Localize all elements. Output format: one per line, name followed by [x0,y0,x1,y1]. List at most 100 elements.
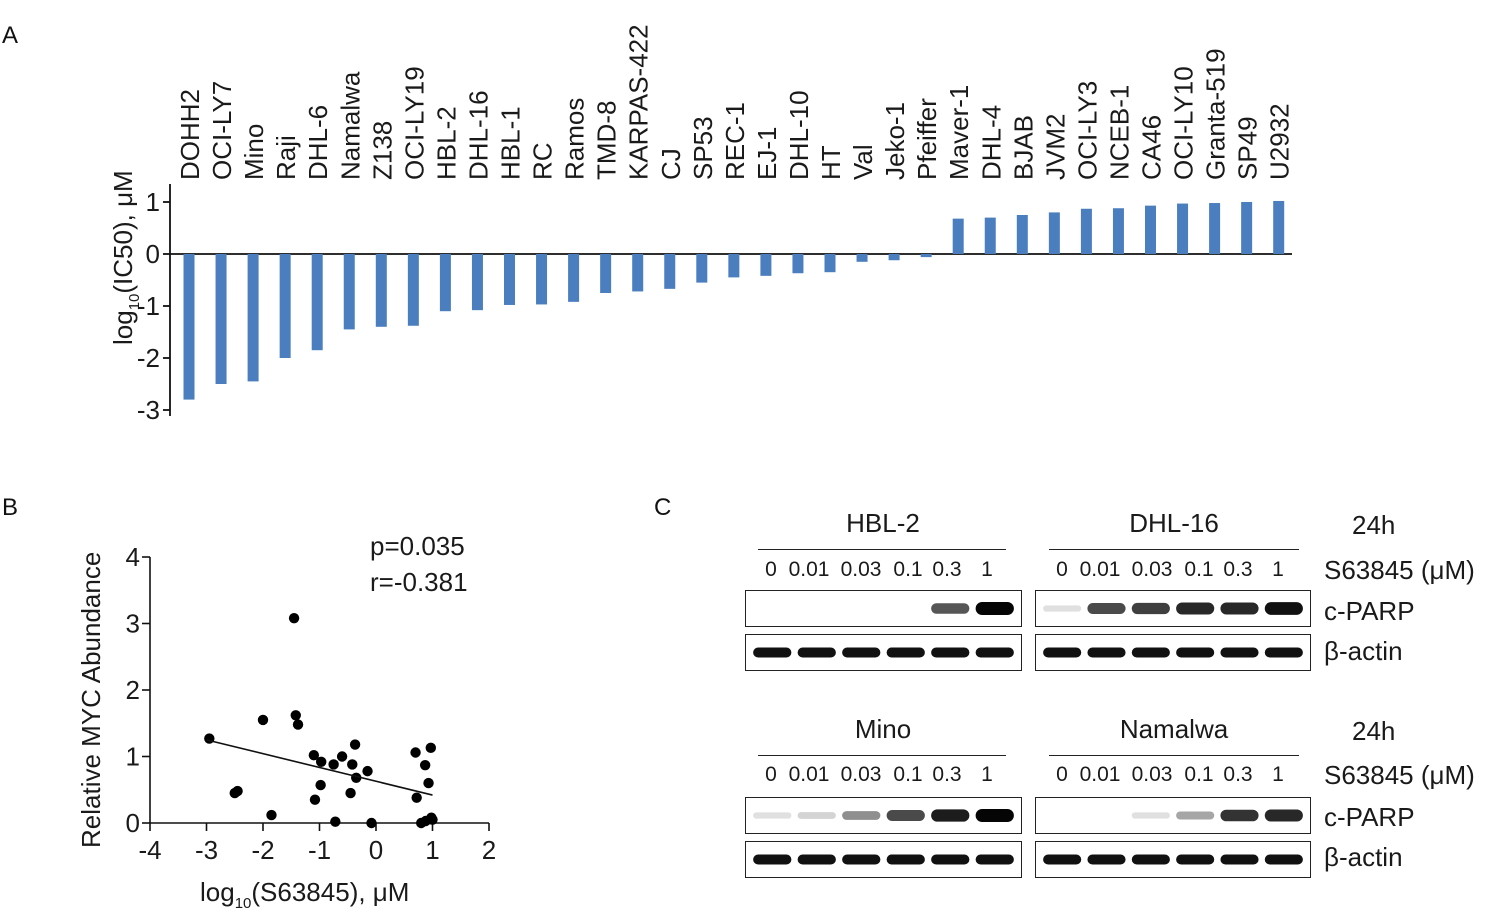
scatter-point [419,759,431,771]
band-lanes-actin [753,647,1014,658]
scatter-y-tick-label: 3 [126,609,140,639]
bar-category-label: Z138 [367,121,397,180]
scatter-y-label: Relative MYC Abundance [76,552,106,848]
band-actin-lane [1043,647,1082,658]
band-actin-lane [1131,647,1170,658]
scatter-point [257,714,269,726]
scatter-x-tick-label: 0 [369,835,383,865]
bar-chart-y-tick-label: 1 [146,187,160,217]
scatter-x-tick-label: -2 [251,835,274,865]
scatter-trendline [206,739,433,796]
band-parp-lane [1220,602,1259,615]
cell-title-mino: Mino [854,714,912,744]
dose-row-dhl16: 0 0.01 0.03 0.1 0.3 1 [1056,558,1284,581]
band-parp-lane [1264,602,1303,615]
bar-karpas-422 [632,254,644,292]
bar-bjab [1016,215,1028,254]
band-parp-lane [1131,602,1170,615]
scatter-point [345,787,356,799]
cell-rule-namalwa [1049,755,1299,756]
cell-title-dhl16: DHL-16 [1129,508,1219,538]
bar-granta-519 [1209,203,1221,254]
scatter-point [427,814,438,825]
band-actin-lane [1043,854,1082,865]
time-label-bottom: 24h [1352,716,1396,746]
scatter-y-tick-label: 0 [126,808,140,838]
band-parp-lane [1176,602,1215,615]
bar-category-label: Val [848,144,878,180]
bar-category-label: Namalwa [335,71,365,180]
band-label-cparp-top: c-PARP [1324,596,1415,626]
scatter-point [410,747,421,758]
bar-category-label: DHL-4 [976,105,1006,180]
bar-mino [247,254,259,382]
band-actin-lane [753,854,792,865]
band-lanes-actin [1043,647,1303,658]
band-box-dhl16-actin [1035,634,1311,671]
time-label-top: 24h [1352,510,1396,540]
band-box-dhl16-cparp [1035,590,1311,627]
scatter-point [349,739,361,750]
bar-maver-1 [952,218,964,254]
bar-cj [664,254,676,289]
scatter-point [288,612,300,624]
scatter-x-tick-label: -3 [195,835,218,865]
scatter-point [336,751,348,762]
band-lanes-parp [753,809,1014,822]
scatter-point [366,817,377,829]
band-actin-lane [931,647,970,658]
band-parp-lane [886,810,925,821]
band-parp-lane [1264,809,1303,822]
bar-sp53 [696,254,708,283]
bar-category-label: OCI-LY19 [399,66,429,180]
bar-category-label: OCI-LY7 [207,81,237,180]
cell-rule-hbl2 [758,549,1006,550]
band-parp-lane [1176,811,1215,820]
scatter-point [330,816,341,827]
band-parp-lane [1087,603,1126,614]
bar-category-label: DHL-10 [784,90,814,180]
bar-category-label: DHL-16 [463,90,493,180]
scatter-point [362,765,373,777]
cell-title-hbl2: HBL-2 [846,508,920,538]
scatter-point [309,794,321,805]
bar-dohh2 [183,254,195,400]
bar-category-label: BJAB [1008,115,1038,180]
bar-ramos [568,254,580,302]
bar-dhl-4 [984,217,996,254]
bar-nceb-1 [1112,208,1124,254]
bar-category-label: HT [816,145,846,180]
bar-category-label: SP49 [1233,116,1263,180]
band-label-actin-top: β-actin [1324,636,1403,666]
band-parp-lane [797,812,836,819]
panel-label-b: B [2,494,19,521]
scatter-point [347,759,358,770]
scatter-point [266,809,277,821]
scatter-point [315,779,326,791]
bar-category-label: OCI-LY3 [1072,81,1102,180]
bar-hbl-1 [504,254,515,305]
cell-rule-dhl16 [1049,549,1299,550]
band-parp-lane [975,602,1014,615]
band-lanes-parp [1043,602,1303,615]
bar-oci-ly10 [1177,203,1189,254]
band-parp-lane [1131,812,1170,819]
treatment-label-top: S63845 (μM) [1324,555,1475,585]
scatter-x-tick-label: 2 [482,835,496,865]
scatter-point [425,742,437,754]
panel-label-a: A [2,22,19,49]
band-lanes-parp [1131,809,1303,822]
bar-oci-ly3 [1080,208,1092,254]
bar-namalwa [343,254,355,330]
bar-category-label: U2932 [1265,103,1295,180]
scatter-point [423,777,434,789]
band-actin-lane [1087,854,1126,865]
panel-label-c: C [654,494,672,521]
band-box-mino-actin [745,841,1022,878]
band-actin-lane [886,647,925,658]
band-label-cparp-bottom: c-PARP [1324,802,1415,832]
scatter-point [232,785,243,797]
scatter-x-tick-label: 1 [425,835,439,865]
bar-oci-ly19 [407,254,419,326]
